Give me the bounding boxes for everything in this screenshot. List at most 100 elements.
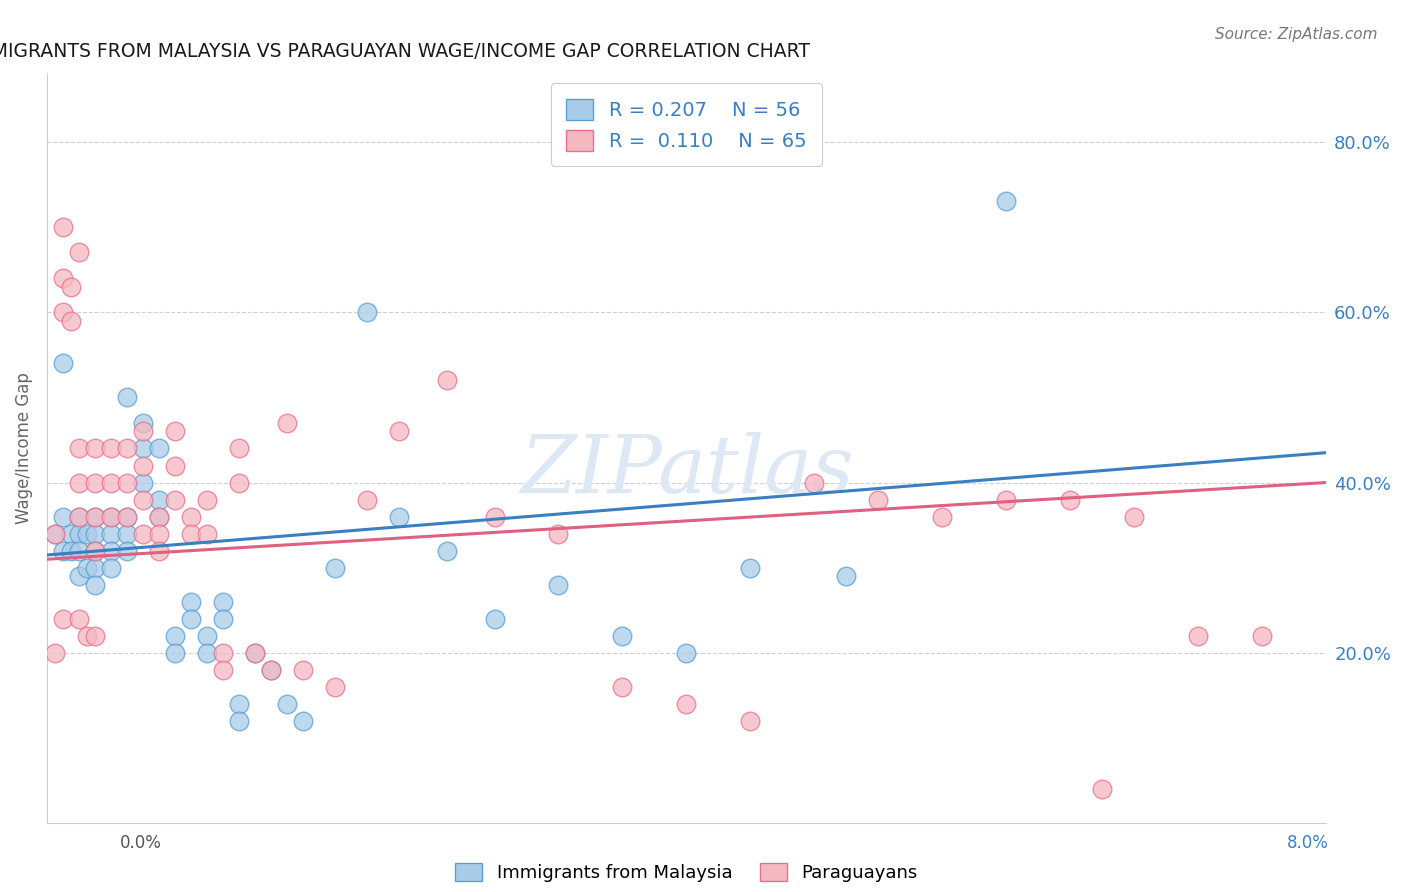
Point bbox=[67, 526, 90, 541]
Point bbox=[67, 509, 90, 524]
Point bbox=[115, 526, 138, 541]
Point bbox=[115, 509, 138, 524]
Point bbox=[148, 442, 170, 456]
Point bbox=[1091, 782, 1114, 797]
Point bbox=[868, 492, 890, 507]
Point bbox=[931, 509, 953, 524]
Point bbox=[436, 543, 458, 558]
Point bbox=[356, 492, 378, 507]
Point bbox=[276, 697, 298, 711]
Point bbox=[163, 629, 186, 643]
Point bbox=[67, 509, 90, 524]
Point bbox=[612, 680, 634, 694]
Text: IMMIGRANTS FROM MALAYSIA VS PARAGUAYAN WAGE/INCOME GAP CORRELATION CHART: IMMIGRANTS FROM MALAYSIA VS PARAGUAYAN W… bbox=[0, 42, 810, 61]
Point bbox=[67, 569, 90, 583]
Point bbox=[52, 305, 75, 319]
Point bbox=[740, 561, 762, 575]
Point bbox=[211, 595, 233, 609]
Point bbox=[83, 629, 105, 643]
Point bbox=[163, 646, 186, 660]
Point bbox=[148, 526, 170, 541]
Point bbox=[132, 442, 155, 456]
Point bbox=[276, 416, 298, 430]
Point bbox=[163, 492, 186, 507]
Point bbox=[132, 475, 155, 490]
Point bbox=[67, 245, 90, 260]
Point bbox=[995, 194, 1018, 209]
Point bbox=[100, 543, 122, 558]
Point bbox=[132, 458, 155, 473]
Point bbox=[148, 543, 170, 558]
Point bbox=[100, 526, 122, 541]
Point bbox=[83, 526, 105, 541]
Point bbox=[100, 561, 122, 575]
Point bbox=[260, 663, 283, 677]
Point bbox=[211, 663, 233, 677]
Point bbox=[76, 629, 98, 643]
Point bbox=[211, 612, 233, 626]
Point bbox=[228, 442, 250, 456]
Point bbox=[52, 543, 75, 558]
Point bbox=[83, 475, 105, 490]
Point bbox=[132, 425, 155, 439]
Point bbox=[44, 526, 66, 541]
Point bbox=[59, 313, 82, 327]
Point bbox=[100, 509, 122, 524]
Point bbox=[59, 543, 82, 558]
Point bbox=[115, 442, 138, 456]
Point bbox=[323, 561, 346, 575]
Text: ZIPatlas: ZIPatlas bbox=[520, 433, 853, 509]
Point bbox=[180, 595, 202, 609]
Point bbox=[67, 475, 90, 490]
Point bbox=[76, 526, 98, 541]
Text: 8.0%: 8.0% bbox=[1286, 834, 1329, 852]
Point bbox=[148, 509, 170, 524]
Point bbox=[83, 442, 105, 456]
Point bbox=[484, 509, 506, 524]
Point bbox=[44, 526, 66, 541]
Point bbox=[228, 697, 250, 711]
Point bbox=[180, 612, 202, 626]
Point bbox=[180, 509, 202, 524]
Point bbox=[1059, 492, 1081, 507]
Point bbox=[83, 561, 105, 575]
Point bbox=[835, 569, 858, 583]
Point bbox=[228, 475, 250, 490]
Legend: R = 0.207    N = 56, R =  0.110    N = 65: R = 0.207 N = 56, R = 0.110 N = 65 bbox=[551, 83, 823, 167]
Point bbox=[260, 663, 283, 677]
Point bbox=[83, 509, 105, 524]
Point bbox=[195, 492, 218, 507]
Point bbox=[323, 680, 346, 694]
Point bbox=[163, 425, 186, 439]
Point bbox=[291, 663, 314, 677]
Point bbox=[83, 509, 105, 524]
Point bbox=[211, 646, 233, 660]
Point bbox=[83, 543, 105, 558]
Point bbox=[195, 526, 218, 541]
Point bbox=[52, 509, 75, 524]
Point bbox=[76, 561, 98, 575]
Point bbox=[132, 416, 155, 430]
Point bbox=[59, 279, 82, 293]
Point bbox=[356, 305, 378, 319]
Point bbox=[228, 714, 250, 729]
Point bbox=[387, 509, 409, 524]
Point bbox=[52, 356, 75, 370]
Y-axis label: Wage/Income Gap: Wage/Income Gap bbox=[15, 373, 32, 524]
Point bbox=[675, 646, 697, 660]
Point bbox=[115, 543, 138, 558]
Point bbox=[180, 526, 202, 541]
Text: Source: ZipAtlas.com: Source: ZipAtlas.com bbox=[1215, 27, 1378, 42]
Point bbox=[436, 373, 458, 387]
Point bbox=[100, 475, 122, 490]
Point bbox=[243, 646, 266, 660]
Text: 0.0%: 0.0% bbox=[120, 834, 162, 852]
Point bbox=[387, 425, 409, 439]
Point bbox=[195, 646, 218, 660]
Point bbox=[612, 629, 634, 643]
Point bbox=[243, 646, 266, 660]
Point bbox=[52, 612, 75, 626]
Point bbox=[115, 475, 138, 490]
Point bbox=[100, 509, 122, 524]
Point bbox=[195, 629, 218, 643]
